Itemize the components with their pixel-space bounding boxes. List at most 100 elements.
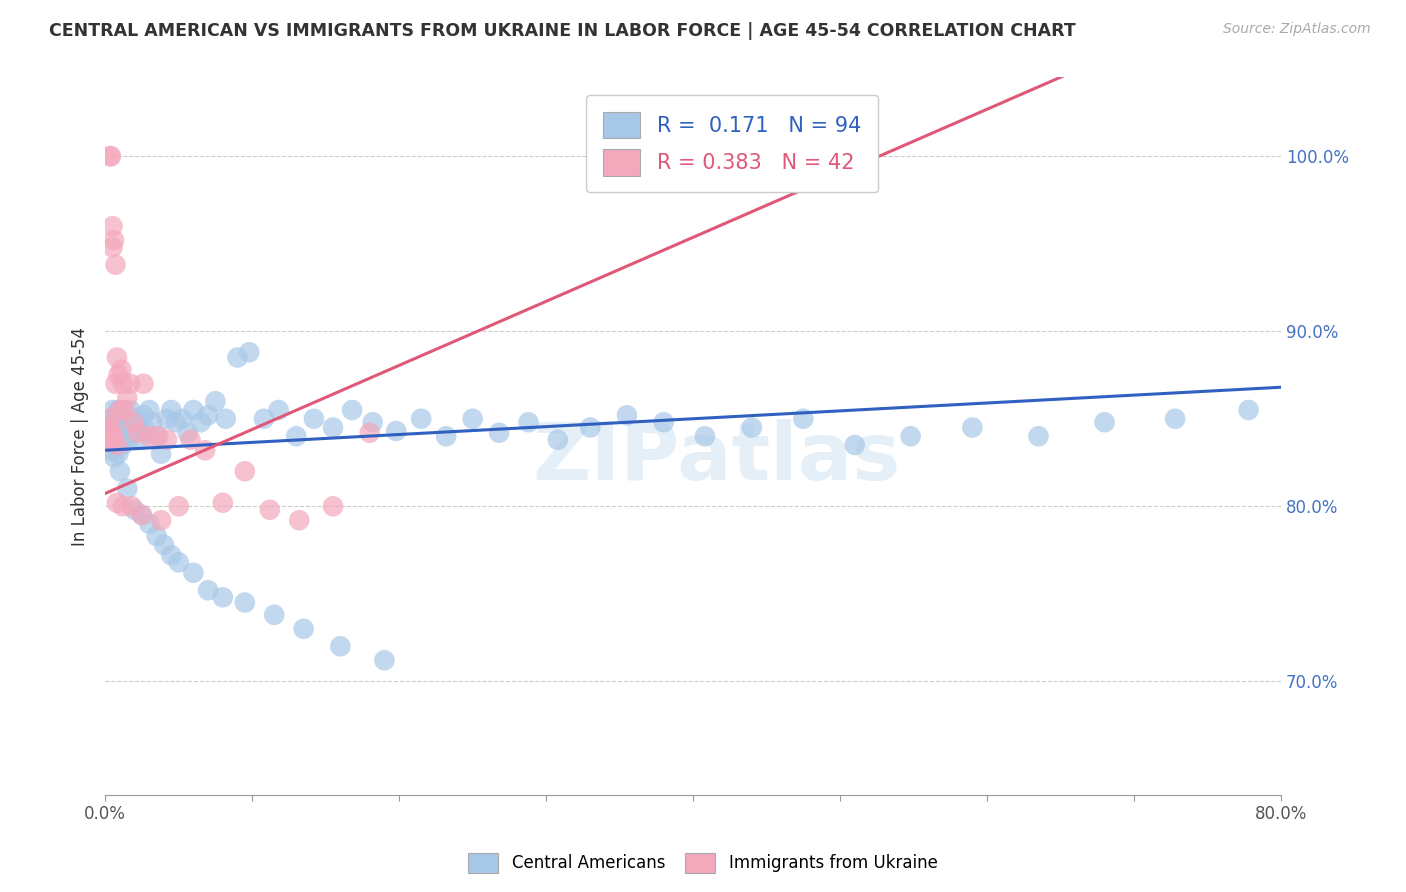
Y-axis label: In Labor Force | Age 45-54: In Labor Force | Age 45-54 xyxy=(72,326,89,546)
Point xyxy=(194,443,217,458)
Point xyxy=(98,411,121,425)
Point xyxy=(103,429,125,443)
Point xyxy=(122,415,145,429)
Point xyxy=(547,433,569,447)
Point xyxy=(127,425,149,440)
Point xyxy=(160,403,183,417)
Point xyxy=(190,415,212,429)
Point xyxy=(138,429,160,443)
Point xyxy=(108,464,131,478)
Point xyxy=(167,500,190,514)
Point xyxy=(900,429,922,443)
Point xyxy=(145,529,167,543)
Point xyxy=(100,411,122,425)
Point xyxy=(97,433,120,447)
Point xyxy=(117,417,139,431)
Point xyxy=(132,376,155,391)
Point xyxy=(138,516,160,531)
Point xyxy=(110,433,132,447)
Point xyxy=(98,424,121,438)
Point xyxy=(127,415,149,429)
Point xyxy=(103,450,125,465)
Point xyxy=(101,403,124,417)
Text: CENTRAL AMERICAN VS IMMIGRANTS FROM UKRAINE IN LABOR FORCE | AGE 45-54 CORRELATI: CENTRAL AMERICAN VS IMMIGRANTS FROM UKRA… xyxy=(49,22,1076,40)
Point xyxy=(104,376,127,391)
Point xyxy=(105,351,128,365)
Point xyxy=(101,219,124,234)
Point xyxy=(105,415,128,429)
Point xyxy=(215,411,238,425)
Point xyxy=(385,424,408,438)
Text: Source: ZipAtlas.com: Source: ZipAtlas.com xyxy=(1223,22,1371,37)
Point xyxy=(118,433,141,447)
Point xyxy=(156,411,179,425)
Point xyxy=(411,411,433,425)
Point xyxy=(285,429,308,443)
Point xyxy=(329,640,352,654)
Point xyxy=(361,415,384,429)
Point xyxy=(98,149,121,163)
Point xyxy=(135,424,157,438)
Point xyxy=(153,538,176,552)
Point xyxy=(105,496,128,510)
Point xyxy=(1028,429,1050,443)
Point xyxy=(1237,403,1260,417)
Point xyxy=(233,464,256,478)
Point xyxy=(204,394,226,409)
Point xyxy=(693,429,716,443)
Legend: R =  0.171   N = 94, R = 0.383   N = 42: R = 0.171 N = 94, R = 0.383 N = 42 xyxy=(586,95,877,193)
Point xyxy=(124,502,146,516)
Point xyxy=(253,411,276,425)
Point xyxy=(103,233,125,247)
Point xyxy=(434,429,457,443)
Point xyxy=(197,583,219,598)
Point xyxy=(259,502,281,516)
Point xyxy=(120,376,142,391)
Point xyxy=(117,482,139,496)
Point xyxy=(176,425,198,440)
Point xyxy=(1094,415,1116,429)
Point xyxy=(114,409,136,423)
Point xyxy=(288,513,311,527)
Point xyxy=(146,429,169,443)
Point xyxy=(112,403,135,417)
Point xyxy=(97,433,120,447)
Text: ZIPatlas: ZIPatlas xyxy=(533,418,901,497)
Point xyxy=(267,403,290,417)
Point xyxy=(156,433,179,447)
Point xyxy=(100,149,122,163)
Point xyxy=(211,591,233,605)
Point xyxy=(962,420,984,434)
Point xyxy=(165,415,187,429)
Point xyxy=(1358,149,1381,163)
Point xyxy=(322,500,344,514)
Point xyxy=(104,438,127,452)
Point xyxy=(111,438,134,452)
Point xyxy=(131,508,153,522)
Point xyxy=(111,411,134,425)
Point xyxy=(111,500,134,514)
Point xyxy=(488,425,510,440)
Point xyxy=(104,258,127,272)
Point xyxy=(263,607,285,622)
Point xyxy=(107,447,129,461)
Point xyxy=(183,566,205,580)
Point xyxy=(226,351,249,365)
Point xyxy=(105,433,128,447)
Point xyxy=(104,409,127,423)
Point xyxy=(129,433,152,447)
Point xyxy=(741,420,763,434)
Point xyxy=(238,345,260,359)
Point xyxy=(160,549,183,563)
Point xyxy=(461,411,484,425)
Point xyxy=(373,653,395,667)
Point xyxy=(292,622,315,636)
Point xyxy=(117,391,139,405)
Point xyxy=(211,496,233,510)
Point xyxy=(100,443,122,458)
Point xyxy=(101,240,124,254)
Point xyxy=(1299,345,1322,359)
Point xyxy=(108,425,131,440)
Point xyxy=(101,429,124,443)
Point xyxy=(179,433,201,447)
